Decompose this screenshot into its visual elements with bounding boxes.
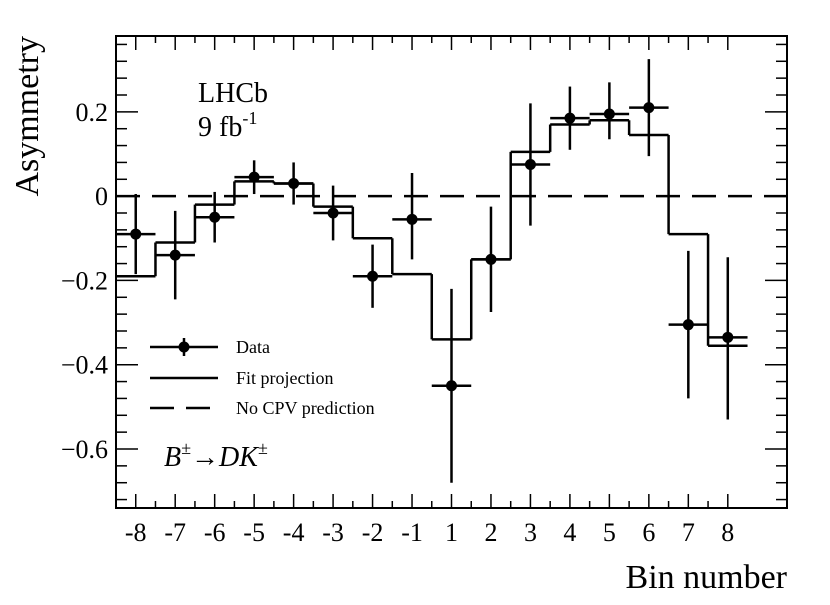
- luminosity-value: 9 fb: [198, 112, 242, 143]
- decay-arrow: →: [191, 442, 219, 473]
- plot-content: [116, 59, 787, 483]
- experiment-label: LHCb: [198, 78, 268, 109]
- data-point--3: [327, 207, 339, 219]
- legend-item-data: Data: [150, 337, 270, 357]
- data-point-3: [524, 159, 536, 171]
- x-tick-label-1: 1: [445, 518, 458, 547]
- data-point-7: [682, 319, 694, 331]
- x-tick-label--6: -6: [204, 518, 226, 547]
- y-tick-label: −0.6: [61, 435, 108, 464]
- data-point--1: [406, 213, 418, 225]
- data-point--6: [209, 211, 221, 223]
- decay-pm1: ±: [181, 438, 191, 458]
- x-tick-label-6: 6: [642, 518, 655, 547]
- data-point--2: [367, 270, 379, 282]
- x-tick-label--7: -7: [164, 518, 186, 547]
- decay-dk: DK: [218, 442, 259, 473]
- axis-ticks: [116, 36, 787, 508]
- legend-label-fit: Fit projection: [236, 368, 334, 388]
- x-tick-label--4: -4: [283, 518, 305, 547]
- data-point--8: [130, 228, 142, 240]
- y-tick-label: −0.4: [61, 351, 108, 380]
- x-tick-labels: -8 -7 -6 -5 -4 -3 -2 -1 1 2 3 4 5 6 7 8: [125, 518, 734, 547]
- luminosity-exponent: -1: [242, 108, 257, 128]
- decay-pm2: ±: [258, 438, 268, 458]
- legend-label-nocpv: No CPV prediction: [236, 398, 375, 418]
- y-axis-label: Asymmetry: [9, 36, 46, 197]
- y-tick-label: 0.2: [76, 98, 109, 127]
- x-tick-label--8: -8: [125, 518, 147, 547]
- luminosity-label: 9 fb-1: [198, 108, 257, 143]
- y-tick-label: 0: [95, 182, 108, 211]
- x-tick-label-8: 8: [721, 518, 734, 547]
- x-tick-label-7: 7: [682, 518, 695, 547]
- x-tick-label-4: 4: [563, 518, 576, 547]
- y-tick-label: −0.2: [61, 266, 108, 295]
- legend-label-data: Data: [236, 337, 270, 357]
- decay-b: B: [164, 442, 181, 473]
- x-tick-label-3: 3: [524, 518, 537, 547]
- legend-item-nocpv: No CPV prediction: [150, 398, 375, 418]
- legend: Data Fit projection No CPV prediction: [150, 337, 375, 418]
- x-tick-label--1: -1: [401, 518, 423, 547]
- x-tick-label--3: -3: [322, 518, 344, 547]
- x-tick-label-5: 5: [603, 518, 616, 547]
- legend-data-marker: [178, 341, 190, 353]
- data-point--4: [288, 178, 300, 189]
- data-point-6: [643, 102, 655, 114]
- data-points: [116, 59, 748, 483]
- y-tick-labels: 0.2 0 −0.2 −0.4 −0.6: [61, 98, 108, 464]
- fit-projection: [116, 119, 748, 347]
- legend-item-fit: Fit projection: [150, 368, 334, 388]
- data-point--7: [169, 249, 181, 261]
- data-point-8: [722, 331, 734, 343]
- data-point-2: [485, 253, 497, 265]
- data-point-1: [446, 380, 457, 392]
- x-tick-label--5: -5: [243, 518, 265, 547]
- data-point--5: [248, 171, 260, 183]
- decay-label: B±→DK±: [164, 438, 268, 473]
- x-tick-label--2: -2: [362, 518, 384, 547]
- data-point-4: [564, 112, 576, 124]
- x-tick-label-2: 2: [484, 518, 497, 547]
- data-point-5: [603, 108, 615, 120]
- x-axis-label: Bin number: [626, 559, 788, 596]
